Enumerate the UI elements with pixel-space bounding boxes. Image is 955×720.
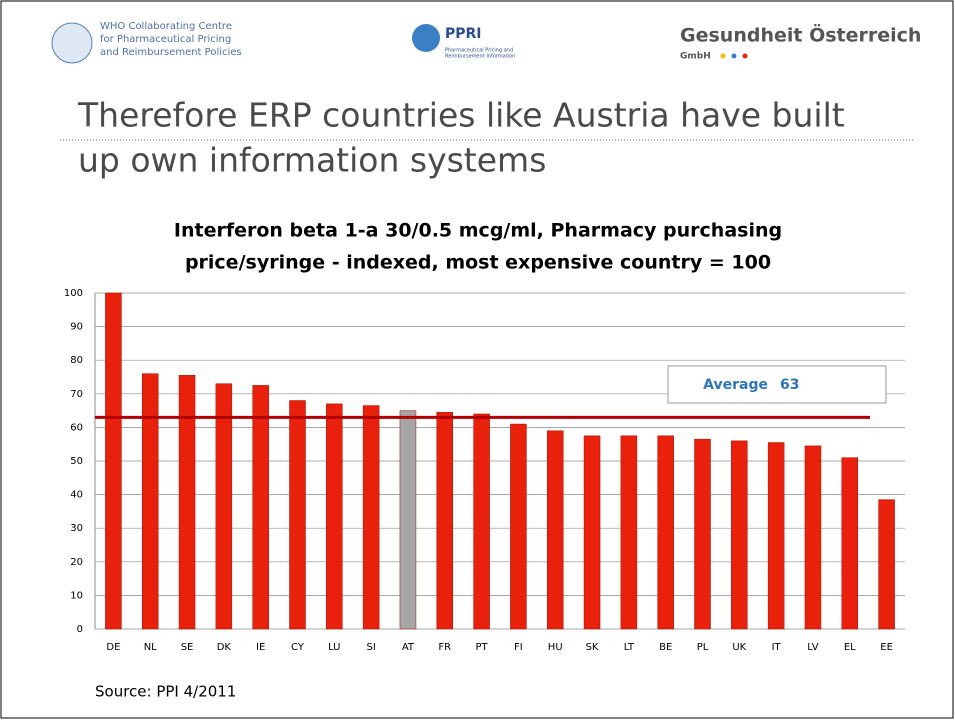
- bar: [436, 412, 454, 630]
- bar: [105, 292, 122, 630]
- x-tick-label: IT: [772, 642, 782, 653]
- x-tick-label: LV: [807, 642, 818, 653]
- y-tick-label: 50: [70, 456, 83, 467]
- who-logo: [51, 22, 93, 64]
- y-tick-label: 60: [70, 422, 83, 433]
- x-tick-label: EL: [844, 642, 856, 653]
- x-tick-label: LU: [328, 642, 340, 653]
- x-tick-label: CY: [291, 642, 305, 653]
- x-tick-label: PT: [476, 642, 489, 653]
- y-tick-label: 100: [64, 288, 83, 299]
- x-tick-label: PL: [697, 642, 709, 653]
- bar: [141, 373, 159, 630]
- goe-text: Gesundheit Österreich: [680, 23, 921, 47]
- x-tick-label: FI: [514, 642, 523, 653]
- dot: [742, 53, 748, 59]
- ppri-sub: Pharmaceutical Pricing and: [445, 48, 513, 54]
- x-tick-label: BE: [659, 642, 672, 653]
- bar: [878, 499, 895, 630]
- bar: [326, 403, 343, 630]
- y-tick-label: 10: [70, 590, 83, 601]
- dot: [731, 53, 737, 59]
- y-tick-label: 70: [70, 389, 83, 400]
- x-tick-label: IE: [256, 642, 265, 653]
- average-label: Average: [703, 377, 768, 393]
- x-tick-label: LT: [624, 642, 635, 653]
- x-tick-label: SK: [586, 642, 599, 653]
- chart-title: price/syringe - indexed, most expensive …: [185, 252, 771, 274]
- ppri-logo: [412, 24, 440, 52]
- bar: [362, 405, 380, 630]
- who-text: for Pharmaceutical Pricing: [100, 34, 231, 45]
- x-tick-label: UK: [732, 642, 746, 653]
- source: Source: PPI 4/2011: [95, 683, 236, 701]
- y-tick-label: 20: [70, 557, 83, 568]
- bar: [289, 400, 306, 630]
- bar: [178, 375, 196, 630]
- bar: [841, 457, 859, 630]
- bar: [767, 442, 785, 630]
- bar: [657, 435, 674, 630]
- bar: [694, 438, 711, 630]
- bar: [546, 430, 564, 630]
- average-box: [667, 365, 887, 404]
- y-tick-label: 80: [70, 355, 83, 366]
- who-text: WHO Collaborating Centre: [100, 21, 232, 32]
- y-tick-label: 40: [70, 490, 83, 501]
- bar: [620, 435, 638, 630]
- x-tick-label: DE: [106, 642, 120, 653]
- x-tick-label: NL: [144, 642, 157, 653]
- bar: [399, 410, 417, 630]
- bar: [731, 440, 748, 630]
- x-tick-label: EE: [880, 642, 893, 653]
- bar: [510, 423, 527, 630]
- x-tick-label: SE: [181, 642, 194, 653]
- y-tick-label: 0: [77, 624, 83, 635]
- x-tick-label: FR: [438, 642, 451, 653]
- ppri-text: PPRI: [445, 26, 482, 42]
- x-tick-label: SI: [366, 642, 375, 653]
- average-value: 63: [780, 377, 799, 393]
- who-text: and Reimbursement Policies: [100, 47, 242, 58]
- goe-sub: GmbH: [680, 52, 711, 62]
- bar: [252, 385, 269, 630]
- x-tick-label: DK: [217, 642, 232, 653]
- x-tick-label: AT: [402, 642, 415, 653]
- y-tick-label: 30: [70, 523, 83, 534]
- ppri-sub: Reimbursement Information: [445, 54, 515, 60]
- slide-title: Therefore ERP countries like Austria hav…: [77, 96, 845, 135]
- y-tick-label: 90: [70, 322, 83, 333]
- dot: [720, 53, 726, 59]
- bar: [215, 383, 233, 630]
- bar: [583, 435, 601, 630]
- x-tick-label: HU: [548, 642, 563, 653]
- chart-title: Interferon beta 1-a 30/0.5 mcg/ml, Pharm…: [174, 220, 782, 242]
- slide-title: up own information systems: [78, 141, 546, 180]
- bar: [473, 413, 490, 630]
- bar: [804, 445, 822, 630]
